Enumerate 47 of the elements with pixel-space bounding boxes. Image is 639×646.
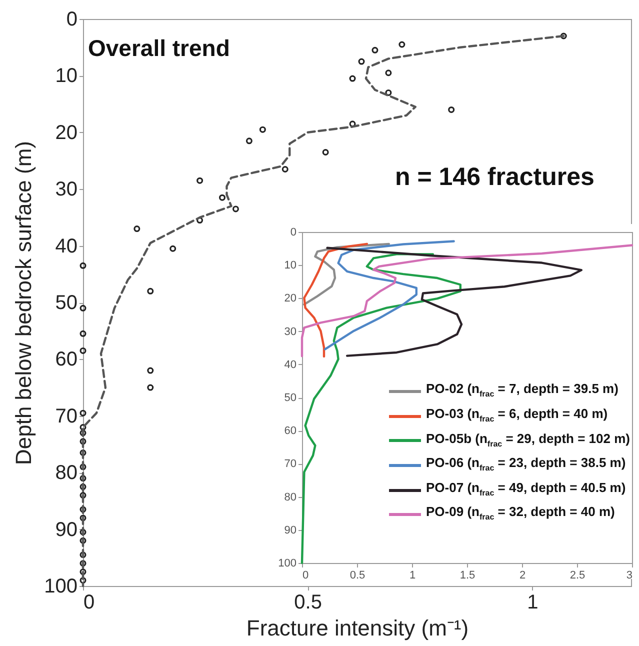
legend-label: PO-07 (n$_{frac}$ = 49, depth = 40.5 m)	[426, 478, 626, 500]
line-series	[300, 244, 634, 358]
y-tick-label: 20	[284, 292, 296, 305]
y-tick-label: 10	[55, 65, 78, 88]
line-series	[303, 242, 368, 358]
line-series	[324, 240, 455, 350]
x-tick-label: 1	[409, 570, 416, 582]
y-tick-label: 100	[44, 576, 78, 598]
legend-label: PO-06 (n$_{frac}$ = 23, depth = 38.5 m)	[426, 454, 626, 475]
y-tick-label: 50	[55, 292, 78, 314]
y-tick-label: 40	[55, 235, 78, 258]
x-tick-label: 0.5	[350, 570, 366, 582]
annotation: Overall trend	[88, 35, 230, 61]
line-series	[303, 242, 390, 306]
y-tick-label: 60	[284, 425, 296, 438]
y-tick-label: 100	[278, 558, 296, 570]
legend-label: PO-05b (n$_{frac}$ = 29, depth = 102 m)	[426, 430, 630, 450]
y-tick-label: 0	[290, 226, 296, 238]
annotation: n = 146 fractures	[395, 163, 594, 191]
x-tick-label: 1	[527, 592, 538, 614]
x-tick-label: 3	[626, 570, 632, 582]
x-tick-label: 2.5	[570, 570, 586, 582]
y-tick-label: 30	[284, 326, 296, 338]
x-tick-label: 1.5	[460, 570, 476, 582]
y-tick-label: 80	[284, 491, 296, 504]
x-tick-label: 0	[302, 570, 309, 582]
legend-label: PO-02 (n$_{frac}$ = 7, depth = 39.5 m)	[426, 380, 618, 402]
x-tick-label: 0	[84, 592, 95, 614]
line-series	[326, 246, 582, 357]
y-tick-label: 20	[55, 122, 78, 144]
y-tick-label: 90	[284, 524, 296, 536]
y-tick-label: 0	[66, 8, 78, 30]
x-tick-label: 2	[519, 570, 526, 582]
legend-label: PO-03 (n$_{frac}$ = 6, depth = 40 m)	[426, 405, 608, 426]
y-tick-label: 60	[55, 348, 78, 371]
y-tick-label: 10	[284, 260, 296, 272]
y-tick-label: 40	[284, 358, 296, 371]
y-tick-label: 30	[55, 178, 78, 201]
x-tick-label: 0.5	[294, 592, 322, 614]
x-axis-title: Fracture intensity (m⁻¹)	[246, 616, 469, 640]
y-tick-label: 70	[284, 458, 296, 470]
y-tick-label: 80	[55, 462, 78, 484]
y-tick-label: 90	[55, 518, 78, 541]
y-axis-title: Depth below bedrock surface (m)	[11, 140, 36, 466]
y-tick-label: 50	[284, 392, 296, 404]
legend-label: PO-09 (n$_{frac}$ = 32, depth = 40 m)	[426, 503, 615, 524]
y-tick-label: 70	[55, 405, 78, 428]
